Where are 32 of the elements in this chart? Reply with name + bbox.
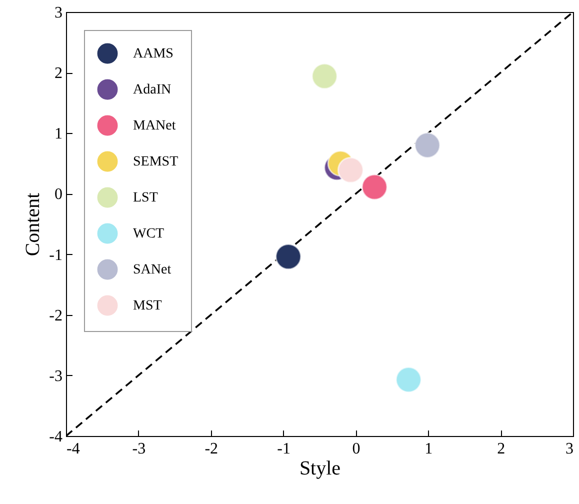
point	[275, 244, 302, 270]
y-tick-label: 0	[54, 186, 62, 204]
legend-label: MANet	[133, 118, 176, 134]
x-tick-label: 0	[352, 440, 360, 458]
y-tick-label: 2	[54, 65, 62, 82]
point	[414, 132, 441, 158]
legend-label: SANet	[133, 262, 172, 278]
x-tick-label: -1	[277, 440, 290, 458]
point	[337, 156, 364, 184]
x-axis-title: Style	[299, 458, 341, 480]
legend-label: AdaIN	[133, 82, 172, 98]
y-tick-label: -2	[49, 307, 62, 324]
legend-label: SEMST	[133, 154, 179, 170]
legend-label: LST	[133, 190, 158, 206]
x-tick-label: -3	[132, 440, 146, 458]
y-tick-label: 3	[54, 4, 62, 22]
y-tick-label: -4	[49, 428, 62, 446]
x-tick-label: -4	[66, 440, 80, 458]
legend-label: MST	[133, 298, 162, 314]
legend-label: AAMS	[133, 46, 174, 62]
y-tick-label: -1	[49, 246, 62, 264]
legend-label: WCT	[133, 226, 165, 242]
x-tick-label: 3	[566, 440, 574, 458]
x-tick-label: -2	[204, 440, 218, 458]
x-tick-label: 2	[497, 440, 506, 458]
y-tick-label: -3	[49, 368, 62, 385]
x-tick-label: 1	[424, 440, 433, 458]
point	[361, 174, 388, 200]
point	[311, 63, 338, 90]
point	[395, 366, 422, 393]
y-axis-title: Content	[22, 192, 44, 256]
y-tick-label: 1	[54, 126, 62, 143]
